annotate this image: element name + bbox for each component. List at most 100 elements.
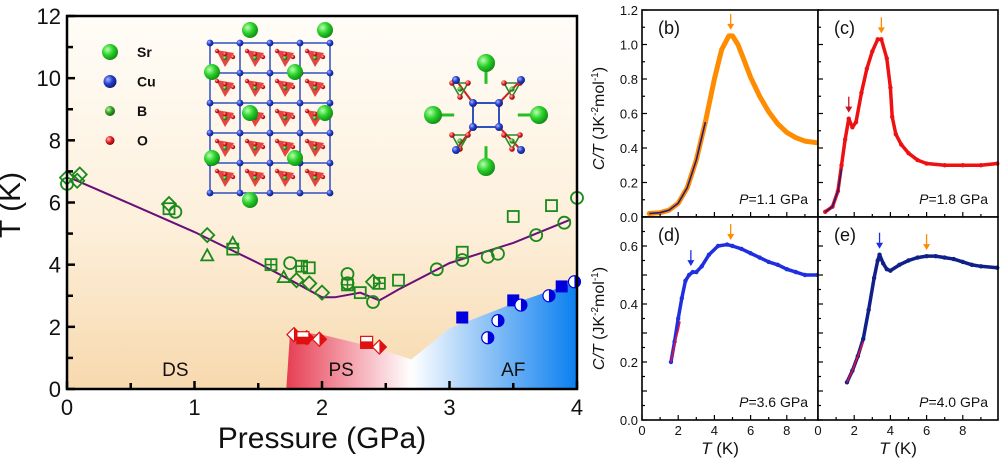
green-crossed-square-point <box>295 259 309 273</box>
data-point <box>715 243 721 249</box>
green-triangle-point <box>276 269 292 284</box>
data-point <box>739 246 744 252</box>
green-diamond-point <box>198 226 216 244</box>
data-point <box>864 66 870 71</box>
phase-label-af: AF <box>501 360 525 381</box>
y-axis-title: C/T (JK-2mol-1) <box>590 267 608 370</box>
data-point <box>879 37 884 42</box>
y-tick-label: 1.2 <box>620 3 638 18</box>
data-point <box>775 262 780 268</box>
specific-heat-panels: 0.0 0.2 0.4 0.6 0.8 1.0 1.2 C/T (JK-2mol-1) (b) P… <box>590 3 1000 458</box>
blue-half-circle-point <box>514 298 528 312</box>
data-point <box>683 278 688 283</box>
data-curve <box>845 252 999 385</box>
green-circle-point <box>455 253 470 267</box>
axis-ticks <box>65 14 579 391</box>
data-point <box>888 85 893 90</box>
y-tick-label: 0.4 <box>620 297 638 312</box>
data-point <box>802 272 808 278</box>
green-diamond-point <box>71 166 89 183</box>
data-point <box>978 163 984 168</box>
blue-half-circle-point <box>542 289 556 303</box>
data-point <box>960 259 965 265</box>
data-point <box>875 258 880 263</box>
data-point <box>699 264 704 269</box>
green-square-point <box>392 273 405 287</box>
peak-arrow-icon <box>923 234 931 251</box>
x-axis-title: Pressure (GPa) <box>218 422 426 455</box>
y-tick-label: 0.6 <box>620 239 638 254</box>
data-point <box>694 269 699 275</box>
legend: Sr Cu BO <box>102 44 156 149</box>
legend-label: Sr <box>137 44 152 60</box>
blue-square-point <box>555 280 568 293</box>
blue-square-point <box>456 311 469 324</box>
data-point <box>679 296 685 301</box>
data-point <box>915 157 920 163</box>
data-point <box>899 142 904 147</box>
x-tick-label: 0 <box>61 395 73 420</box>
x-tick-label: 2 <box>851 423 858 438</box>
green-crossed-square-point <box>264 258 278 272</box>
data-point <box>748 251 753 256</box>
panel-c: (c) P=1.8 GPa <box>817 9 1000 218</box>
crystal-structure-projection-icon <box>424 54 548 176</box>
y-tick-label: 0.2 <box>620 176 638 191</box>
pressure-annotation: P=3.6 GPa <box>739 394 808 410</box>
data-point <box>890 114 895 120</box>
data-point <box>924 161 929 166</box>
data-point <box>960 163 965 168</box>
data-point <box>775 121 780 127</box>
data-point <box>884 267 889 272</box>
data-point <box>859 90 864 96</box>
x-tick-label: 0 <box>638 423 645 438</box>
crystal-structure-3d-icon <box>204 22 334 208</box>
legend-label: O <box>137 133 148 149</box>
peak-arrow-icon <box>727 13 735 30</box>
legend-marker-cu <box>103 75 117 88</box>
x-tick-label: 6 <box>923 423 930 438</box>
legend-label: B <box>137 103 147 119</box>
data-point <box>866 307 871 312</box>
x-tick-label: 3 <box>443 395 455 420</box>
data-point <box>861 336 866 341</box>
red-half-diamond-point <box>311 331 328 348</box>
panel-label: (d) <box>658 225 680 245</box>
data-point <box>906 258 911 263</box>
data-point <box>735 42 741 47</box>
fit-curve <box>649 121 707 215</box>
data-point <box>853 119 859 125</box>
fit-curve <box>846 341 864 383</box>
green-diamond-point <box>160 195 178 213</box>
panel-label: (e) <box>834 225 856 245</box>
data-point <box>915 255 920 260</box>
y-tick-label: 12 <box>37 4 61 29</box>
pressure-annotation: P=4.0 GPa <box>919 394 988 410</box>
green-circle-point <box>491 246 505 261</box>
x-tick-label: 6 <box>747 423 754 438</box>
x-tick-label: 8 <box>783 423 790 438</box>
pressure-annotation: P=1.8 GPa <box>919 191 988 207</box>
panel-label: (b) <box>658 18 680 38</box>
blue-half-circle-point <box>567 275 582 289</box>
panel-e: 0 2 4 6 8 T (K) (e) P=4.0 GPa <box>814 216 1000 458</box>
green-triangle-point <box>225 235 241 249</box>
data-point <box>757 255 762 260</box>
data-point <box>706 252 712 257</box>
data-point <box>880 261 886 266</box>
x-tick-label: 2 <box>675 423 682 438</box>
y-tick-label: 0.0 <box>620 210 638 225</box>
peak-arrow-icon <box>877 17 885 34</box>
y-axis-title: T (K) <box>0 172 27 238</box>
y-tick-label: 0 <box>49 377 61 402</box>
green-crossed-square-point <box>341 278 354 292</box>
data-point <box>893 132 899 137</box>
data-curve <box>669 242 820 364</box>
peak-arrow-icon <box>727 224 735 240</box>
y-tick-label: 6 <box>49 191 61 216</box>
fit-curve <box>670 321 681 363</box>
x-tick-label: 4 <box>711 423 718 438</box>
data-point <box>951 256 956 262</box>
data-point <box>877 252 882 257</box>
